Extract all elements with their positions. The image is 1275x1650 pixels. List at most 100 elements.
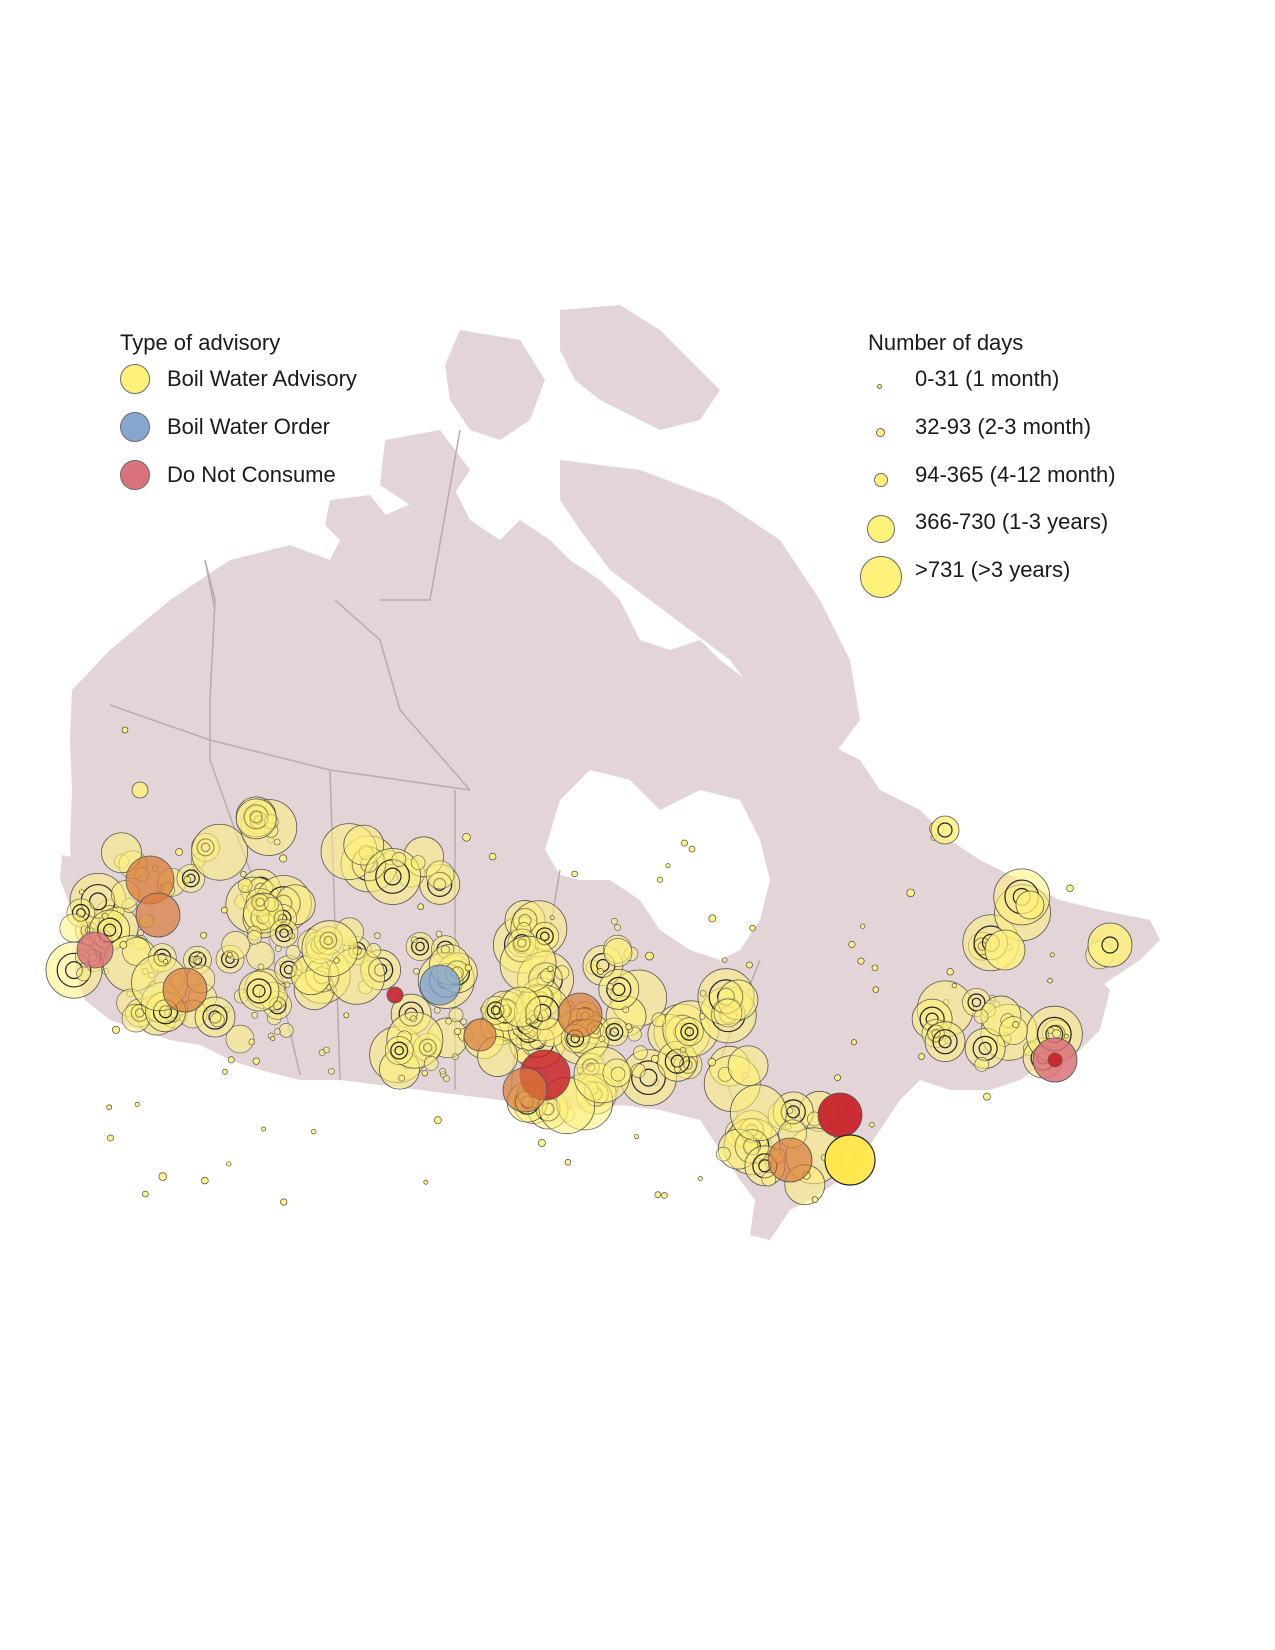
advisory-marker xyxy=(937,822,953,838)
advisory-marker xyxy=(301,920,359,978)
advisory-marker xyxy=(89,892,108,911)
advisory-marker xyxy=(225,1024,255,1054)
boundary-nwt-nunavut xyxy=(334,599,471,791)
advisory-marker xyxy=(983,1092,991,1101)
advisory-marker xyxy=(1066,884,1074,893)
legend-type-item-boil-water-order: Boil Water Order xyxy=(120,412,330,442)
legend-days-item: 32-93 (2-3 month) xyxy=(915,414,1091,440)
advisory-marker xyxy=(609,1027,620,1037)
advisory-marker xyxy=(448,1007,464,1023)
arctic-island-1 xyxy=(560,305,720,430)
advisory-marker xyxy=(633,1133,640,1139)
advisory-marker xyxy=(131,781,149,799)
advisory-marker xyxy=(328,1067,335,1075)
advisory-marker xyxy=(850,1039,857,1046)
advisory-marker xyxy=(162,958,169,965)
advisory-marker xyxy=(333,957,340,964)
advisory-marker xyxy=(1015,890,1045,920)
advisory-marker xyxy=(657,876,664,883)
advisory-marker xyxy=(967,993,986,1012)
advisory-marker xyxy=(938,1035,952,1049)
legend-size-32-93 xyxy=(876,428,885,437)
advisory-marker xyxy=(221,906,228,914)
advisory-marker xyxy=(76,966,91,982)
advisory-marker xyxy=(645,951,654,961)
advisory-marker xyxy=(974,1056,989,1072)
legend-days-item: 0-31 (1 month) xyxy=(915,366,1059,392)
advisory-marker xyxy=(235,798,277,840)
advisory-marker xyxy=(817,1092,863,1138)
advisory-marker xyxy=(834,1074,841,1082)
advisory-marker xyxy=(684,1026,695,1037)
advisory-marker xyxy=(610,1066,626,1082)
arctic-island-5 xyxy=(475,555,555,625)
advisory-marker xyxy=(1012,1021,1020,1029)
legend-type-item-boil-water-advisory: Boil Water Advisory xyxy=(120,364,357,394)
legend-days-label: 0-31 (1 month) xyxy=(915,366,1060,391)
advisory-marker xyxy=(183,876,191,884)
advisory-marker xyxy=(273,838,281,846)
advisory-marker xyxy=(227,951,233,958)
advisory-marker xyxy=(364,848,421,905)
advisory-marker xyxy=(419,964,461,1006)
advisory-marker xyxy=(749,924,756,932)
advisory-marker xyxy=(697,1176,703,1181)
advisory-marker xyxy=(716,1146,731,1162)
advisory-marker xyxy=(158,1172,167,1181)
advisory-marker xyxy=(394,1045,404,1056)
advisory-marker xyxy=(598,1035,606,1043)
advisory-marker xyxy=(433,1116,442,1125)
advisory-marker xyxy=(373,932,381,939)
advisory-marker xyxy=(622,1006,630,1013)
advisory-marker xyxy=(366,943,382,958)
boundary-60th-parallel xyxy=(109,704,471,791)
legend-days-label: 94-365 (4-12 month) xyxy=(915,462,1116,487)
advisory-marker xyxy=(423,1056,439,1071)
advisory-marker xyxy=(285,944,301,960)
advisory-marker xyxy=(1047,978,1053,984)
advisory-marker xyxy=(59,913,89,943)
advisory-marker xyxy=(222,1068,228,1075)
advisory-marker xyxy=(210,1012,225,1028)
advisory-marker xyxy=(1047,1052,1063,1068)
advisory-marker xyxy=(103,923,117,937)
advisory-marker xyxy=(261,1126,266,1132)
advisory-marker xyxy=(675,1017,704,1047)
advisory-marker xyxy=(654,1191,662,1199)
advisory-marker xyxy=(674,1066,681,1073)
advisory-marker xyxy=(398,1074,405,1082)
advisory-marker xyxy=(311,1129,317,1135)
arctic-island-4 xyxy=(325,495,390,545)
advisory-marker xyxy=(246,978,272,1004)
advisory-marker xyxy=(1087,922,1133,968)
legend-days-item: >731 (>3 years) xyxy=(915,557,1070,583)
advisory-marker xyxy=(76,931,114,969)
advisory-marker xyxy=(410,936,418,943)
advisory-marker xyxy=(343,1012,350,1019)
advisory-marker xyxy=(421,1070,428,1077)
advisory-marker xyxy=(452,1053,459,1061)
advisory-marker xyxy=(410,855,426,870)
advisory-marker xyxy=(251,1011,259,1019)
advisory-marker xyxy=(612,982,626,997)
advisory-marker xyxy=(119,941,128,949)
advisory-marker xyxy=(679,1046,687,1054)
legend-days-title: Number of days xyxy=(868,330,1024,355)
legend-type-title: Type of advisory xyxy=(120,330,281,355)
advisory-marker xyxy=(500,986,542,1028)
advisory-marker xyxy=(410,1015,417,1022)
baffin-island xyxy=(560,460,860,760)
advisory-marker xyxy=(279,928,289,938)
advisory-marker xyxy=(1047,1027,1054,1034)
advisory-circles xyxy=(45,726,1133,1206)
advisory-marker xyxy=(270,1035,276,1041)
advisory-marker xyxy=(264,897,279,912)
advisory-marker xyxy=(176,864,206,893)
legend-size-366-730 xyxy=(867,515,895,543)
advisory-marker xyxy=(688,845,696,853)
advisory-marker xyxy=(665,863,671,869)
advisory-marker xyxy=(761,1171,777,1187)
advisory-marker xyxy=(181,869,200,888)
advisory-marker xyxy=(698,1013,706,1020)
